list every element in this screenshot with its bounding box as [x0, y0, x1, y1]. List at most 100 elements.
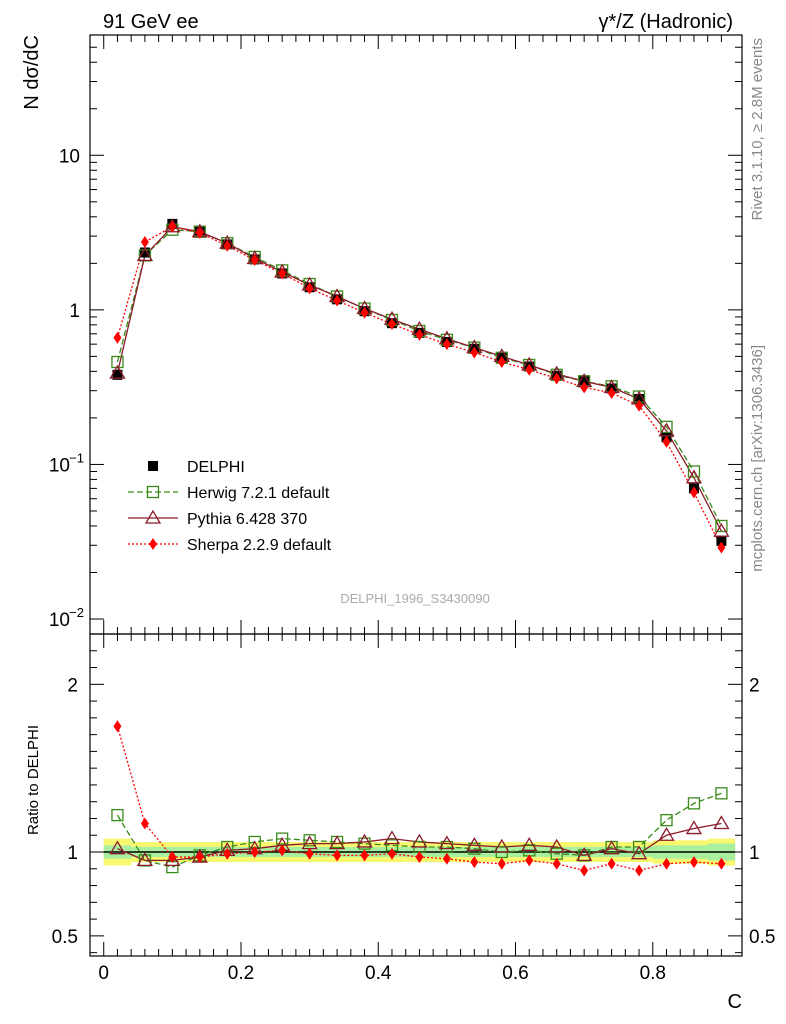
legend-label-sherpa: Sherpa 2.2.9 default: [187, 537, 332, 554]
mcplots-label: mcplots.cern.ch [arXiv:1306.3436]: [749, 345, 766, 572]
ratio-point-pythia: [328, 835, 346, 850]
ratio-point-pythia: [383, 830, 401, 845]
ratio-point-pythia: [356, 833, 373, 848]
point-sherpa: [223, 239, 232, 252]
ratio-y-tick-label-right: 0.5: [749, 927, 775, 948]
legend-label-herwig: Herwig 7.2.1 default: [187, 485, 330, 502]
ratio-point-herwig: [303, 834, 316, 847]
point-herwig: [111, 355, 124, 369]
point-sherpa: [415, 328, 424, 341]
ratio-y-tick-label-left: 1: [67, 843, 78, 864]
ratio-point-sherpa: [442, 852, 451, 865]
legend-label-pythia: Pythia 6.428 370: [187, 511, 307, 528]
legend: DELPHI Herwig 7.2.1 default Pythia 6.428 3…: [128, 459, 332, 554]
y-tick-label: 10: [49, 610, 70, 631]
ratio-ylabel: Ratio to DELPHI: [25, 725, 42, 835]
ratio-point-sherpa: [580, 864, 589, 877]
legend-marker-pythia: [144, 509, 162, 524]
ratio-frame: [89, 633, 743, 957]
point-data: [139, 247, 150, 258]
ratio-point-sherpa: [168, 851, 177, 864]
point-sherpa: [278, 267, 287, 280]
x-tick-label: 0.4: [365, 963, 392, 984]
point-sherpa: [635, 399, 644, 412]
ratio-point-pythia: [466, 837, 483, 851]
point-sherpa: [607, 386, 616, 399]
ratio-y-tick-label-right: 1: [749, 843, 760, 864]
point-sherpa: [580, 381, 589, 394]
ratio-point-pythia: [603, 840, 620, 855]
ratio-point-sherpa: [140, 817, 149, 830]
ratio-point-pythia: [658, 826, 675, 841]
ratio-point-sherpa: [470, 856, 479, 869]
ratio-point-sherpa: [250, 846, 259, 859]
x-tick-label: 0.8: [640, 963, 666, 984]
ratio-point-sherpa: [497, 857, 506, 870]
ratio-point-sherpa: [305, 847, 314, 860]
ratio-point-sherpa: [223, 847, 232, 860]
ratio-point-herwig: [715, 787, 728, 800]
x-tick-label: 0: [98, 963, 109, 984]
point-data: [634, 394, 645, 405]
ratio-point-sherpa: [360, 849, 369, 862]
point-sherpa: [689, 486, 698, 499]
ratio-point-sherpa: [415, 851, 424, 864]
point-sherpa: [662, 435, 671, 448]
ratio-y-tick-label-right: 2: [749, 675, 760, 696]
point-pythia: [685, 469, 703, 484]
ratio-point-pythia: [630, 845, 648, 860]
chart-title-left: 91 GeV ee: [103, 11, 199, 33]
ratio-point-sherpa: [662, 857, 671, 870]
ratio-point-sherpa: [635, 864, 644, 877]
ratio-point-herwig: [276, 832, 289, 845]
legend-label-data: DELPHI: [187, 459, 245, 476]
ratio-point-sherpa: [333, 849, 342, 862]
watermark: DELPHI_1996_S3430090: [340, 591, 490, 606]
legend-marker-data: [148, 461, 158, 471]
ratio-point-sherpa: [607, 857, 616, 870]
ratio-y-tick-label-left: 0.5: [52, 927, 78, 948]
y-tick-label: 10: [49, 455, 70, 476]
x-tick-label: 0.6: [502, 963, 528, 984]
point-sherpa: [140, 235, 149, 248]
chart-title-right: γ*/Z (Hadronic): [599, 11, 733, 33]
ratio-point-pythia: [164, 852, 181, 867]
point-data: [579, 375, 590, 386]
point-sherpa: [442, 338, 451, 351]
ratio-point-herwig: [687, 797, 701, 810]
ratio-point-pythia: [521, 837, 538, 851]
ratio-point-pythia: [136, 852, 154, 867]
ratio-point-herwig: [111, 808, 124, 822]
series-line-herwig: [116, 229, 722, 527]
ratio-y-tick-label-left: 2: [67, 675, 78, 696]
point-sherpa: [497, 355, 506, 368]
ratio-point-pythia: [685, 820, 703, 835]
point-sherpa: [387, 318, 396, 331]
y-tick-label: 1: [69, 301, 80, 322]
ratio-point-sherpa: [113, 720, 122, 733]
ratio-point-sherpa: [278, 844, 287, 857]
ratio-point-herwig: [660, 814, 673, 827]
point-sherpa: [552, 372, 561, 385]
ratio-point-pythia: [576, 847, 593, 862]
ratio-point-sherpa: [552, 857, 561, 870]
ratio-panel: 2 2 1 1 0.5 0.5 0 0.2 0.4 0.6 0.8: [52, 633, 775, 984]
point-sherpa: [717, 541, 726, 554]
point-sherpa: [168, 220, 177, 233]
point-herwig: [660, 420, 673, 434]
point-data: [112, 369, 123, 380]
y-tick-label: 10: [59, 146, 80, 167]
xlabel: C: [728, 991, 742, 1013]
ratio-point-herwig: [632, 840, 646, 854]
point-sherpa: [333, 294, 342, 307]
y-tick-label-exponent: −2: [69, 605, 84, 620]
point-sherpa: [195, 226, 204, 239]
ratio-point-sherpa: [525, 854, 534, 867]
main-ylabel: N dσ/dC: [21, 35, 43, 110]
ratio-point-pythia: [713, 815, 730, 830]
point-pythia: [658, 422, 675, 437]
ratio-point-pythia: [493, 838, 510, 853]
point-data: [716, 535, 727, 546]
point-pythia: [713, 522, 730, 537]
